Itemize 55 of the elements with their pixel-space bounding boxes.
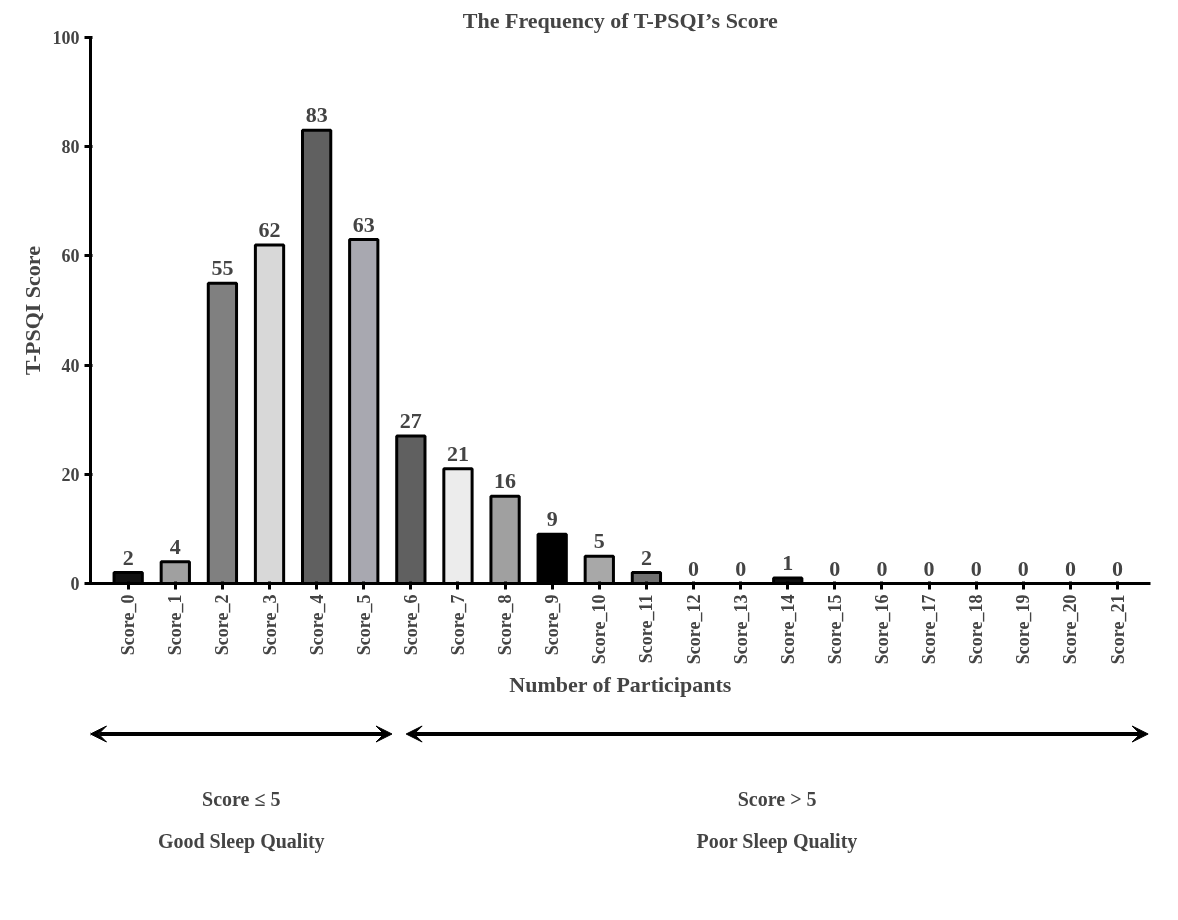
chart-title: The Frequency of T-PSQI’s Score	[462, 7, 779, 33]
data-label: 2	[640, 544, 652, 570]
x-tick-label: Score_7	[447, 594, 468, 656]
data-label: 0	[876, 555, 888, 581]
x-tick-label: Score_9	[542, 594, 563, 656]
x-tick-label: Score_11	[636, 594, 657, 664]
x-tick-label: Score_2	[212, 594, 233, 656]
data-label: 27	[399, 408, 422, 434]
x-tick-label: Score_10	[589, 594, 610, 665]
y-tick-label: 0	[70, 574, 80, 594]
x-tick-label: Score_6	[400, 594, 421, 656]
x-tick-label: Score_3	[259, 594, 280, 656]
x-tick-label: Score_18	[966, 594, 987, 665]
y-axis-title: T-PSQI Score	[19, 245, 45, 375]
x-tick-label: Score_21	[1107, 594, 1128, 665]
data-label: 16	[494, 468, 517, 494]
data-label: 0	[923, 555, 935, 581]
x-tick-label: Score_8	[495, 594, 516, 656]
data-label: 0	[1112, 555, 1124, 581]
x-tick-label: Score_19	[1013, 594, 1034, 665]
data-label: 55	[211, 255, 234, 281]
data-label: 0	[688, 555, 700, 581]
data-label: 2	[122, 544, 134, 570]
x-tick-label: Score_5	[353, 594, 374, 656]
y-tick-label: 40	[61, 355, 80, 376]
data-label: 0	[735, 555, 747, 581]
data-label: 0	[1064, 555, 1076, 581]
x-axis-title: Number of Participants	[509, 672, 732, 698]
x-tick-label: Score_20	[1060, 594, 1081, 665]
data-label: 63	[352, 211, 375, 237]
text: Score ≤ 5 Good Sleep Quality	[157, 788, 325, 853]
data-label: 62	[258, 216, 281, 242]
x-tick-label: Score_13	[730, 594, 751, 665]
x-tick-label: Score_15	[824, 594, 845, 665]
data-label: 1	[782, 550, 794, 576]
text: Score > 5 Poor Sleep Quality	[696, 788, 858, 853]
data-label: 21	[446, 440, 469, 466]
x-tick-label: Score_14	[777, 594, 798, 665]
y-tick-label: 20	[61, 464, 80, 485]
data-label: 0	[829, 555, 841, 581]
x-tick-label: Score_17	[919, 594, 940, 665]
data-label: 0	[970, 555, 982, 581]
x-tick-label: Score_1	[165, 594, 186, 656]
y-tick-label: 80	[61, 137, 80, 158]
data-label: 83	[305, 102, 328, 128]
y-tick-label: 100	[52, 28, 80, 48]
data-label: 4	[169, 533, 181, 559]
data-label: 5	[593, 528, 605, 554]
x-tick-label: Score_12	[683, 594, 704, 665]
x-tick-label: Score_16	[871, 594, 892, 665]
x-tick-label: Score_4	[306, 594, 327, 656]
data-label: 0	[1017, 555, 1029, 581]
x-tick-label: Score_0	[118, 594, 139, 656]
y-tick-label: 60	[61, 246, 80, 267]
data-label: 9	[546, 506, 558, 532]
